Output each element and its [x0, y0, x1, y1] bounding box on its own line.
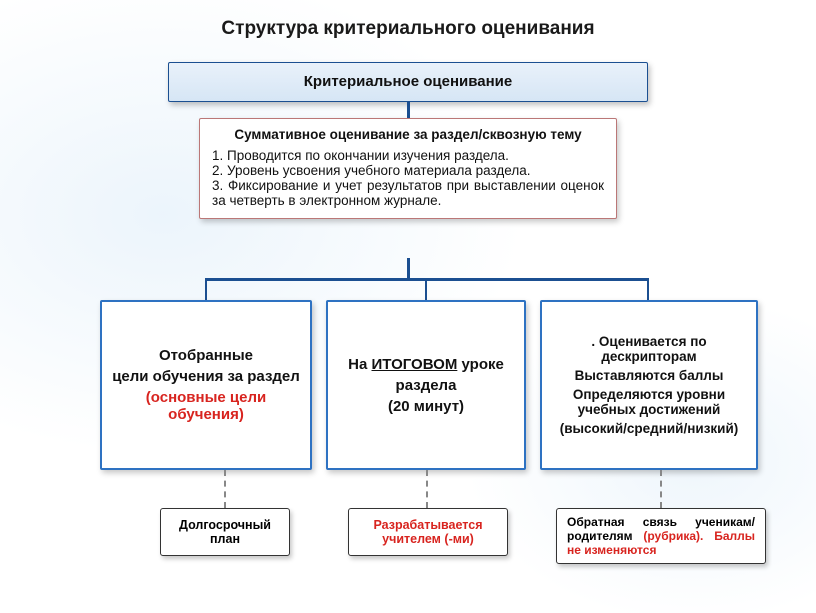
connector-dashed	[224, 470, 226, 508]
leaf-text: раздела	[336, 377, 516, 394]
connector	[425, 278, 427, 300]
connector-dashed	[426, 470, 428, 508]
banner-criteria: Критериальное оценивание	[168, 62, 648, 102]
note-longterm-plan: Долгосрочный план	[160, 508, 290, 556]
connector	[407, 258, 410, 278]
leaf-text: цели обучения за раздел	[110, 368, 302, 385]
page-title: Структура критериального оценивания	[0, 18, 816, 40]
note-teacher-develops: Разрабатывается учителем (-ми)	[348, 508, 508, 556]
sub-title: Суммативное оценивание за раздел/сквозну…	[212, 127, 604, 142]
leaf-text: На ИТОГОВОМ уроке	[336, 356, 516, 373]
leaf-text: Выставляются баллы	[550, 368, 748, 383]
connector	[205, 278, 207, 300]
leaf-final-lesson: На ИТОГОВОМ уроке раздела (20 минут)	[326, 300, 526, 470]
leaf-goals: Отобранные цели обучения за раздел (осно…	[100, 300, 312, 470]
leaf-text: уроке	[457, 356, 504, 373]
leaf-text: . Оценивается по дескрипторам	[550, 334, 748, 364]
leaf-text: Определяются уровни учебных достижений	[550, 387, 748, 417]
note-feedback: Обратная связь ученикам/родителям (рубри…	[556, 508, 766, 564]
connector	[205, 278, 649, 281]
leaf-text-underline: ИТОГОВОМ	[372, 356, 458, 373]
connector	[647, 278, 649, 300]
sub-item: 1. Проводится по окончании изучения разд…	[212, 148, 604, 163]
connector	[407, 102, 410, 118]
leaf-text: (высокий/средний/низкий)	[550, 421, 748, 436]
sub-item: 3. Фиксирование и учет результатов при в…	[212, 178, 604, 208]
leaf-text: (20 минут)	[336, 398, 516, 415]
sub-item: 2. Уровень усвоения учебного материала р…	[212, 163, 604, 178]
leaf-text: На	[348, 356, 371, 373]
leaf-text-red: (основные цели обучения)	[110, 389, 302, 423]
connector-dashed	[660, 470, 662, 508]
leaf-text: Оценивается по дескрипторам	[599, 334, 707, 364]
leaf-text: .	[591, 334, 599, 349]
sub-block: Суммативное оценивание за раздел/сквозну…	[199, 118, 617, 219]
leaf-descriptors: . Оценивается по дескрипторам Выставляют…	[540, 300, 758, 470]
leaf-text: Отобранные	[110, 347, 302, 364]
